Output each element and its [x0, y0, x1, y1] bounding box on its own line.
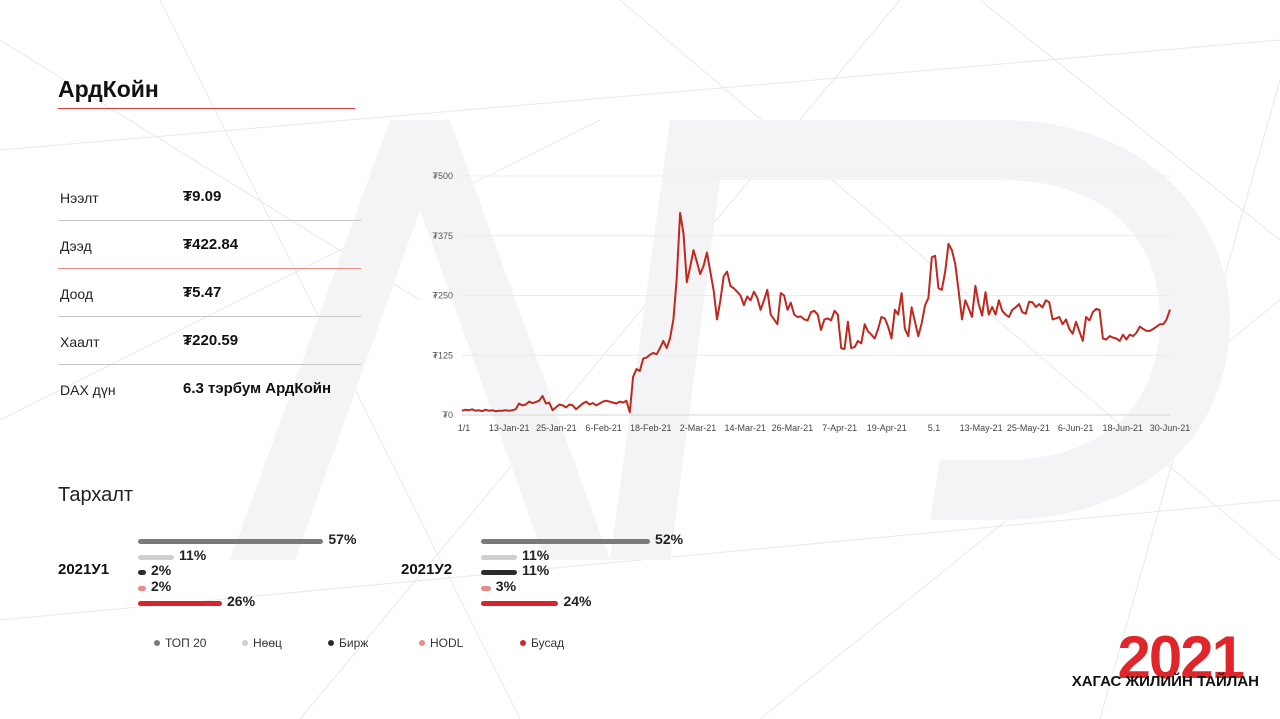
distribution-bar: [138, 570, 146, 575]
distribution-bar: [138, 539, 324, 544]
distribution-value: 2%: [151, 577, 172, 594]
stat-label: Доод: [60, 286, 94, 302]
x-tick-label: 13-Jan-21: [489, 423, 530, 433]
distribution-value: 24%: [563, 593, 592, 609]
legend-item-hodl: HODL: [419, 636, 463, 650]
distribution-bar: [481, 585, 491, 591]
distribution-value: 3%: [495, 577, 517, 594]
stat-label: Хаалт: [60, 334, 100, 350]
distribution-value: 11%: [521, 562, 550, 578]
distribution-legend: ТОП 20 Нөөц Бирж HODL Бусад: [150, 636, 600, 652]
stat-label: Дээд: [60, 238, 92, 254]
stat-label: DAX дүн: [60, 382, 116, 398]
stat-value: ₮220.59: [183, 332, 239, 349]
distribution-value: 11%: [521, 546, 550, 563]
distribution-title: Тархалт: [58, 484, 134, 506]
distribution-value: 26%: [227, 593, 256, 609]
x-tick-label: 25-Jan-21: [536, 423, 577, 433]
legend-dot: [242, 639, 248, 646]
stat-row-low: Доод ₮5.47: [58, 269, 361, 317]
legend-item-exchange: Бирж: [328, 636, 368, 650]
stat-row-high: Дээд ₮422.84: [58, 221, 361, 269]
title-underline: [58, 108, 355, 109]
period-label: 2021У1: [58, 561, 110, 578]
y-tick-label: ₮375: [432, 231, 453, 241]
stat-label: Нээлт: [60, 190, 99, 206]
x-tick-label: 18-Jun-21: [1103, 423, 1144, 433]
price-line-chart: ₮0 ₮125 ₮250 ₮375 ₮500 1/1 13-Jan-21 25-Jan-21…: [432, 171, 1191, 433]
legend-dot: [154, 639, 160, 646]
distribution-bar: [481, 570, 517, 575]
stat-row-close: Хаалт ₮220.59: [58, 317, 361, 365]
legend-label: ТОП 20: [165, 636, 207, 650]
stat-value: 6.3 тэрбум АрдКойн: [183, 380, 332, 397]
period-label: 2021У2: [401, 561, 453, 578]
legend-label: HODL: [430, 636, 464, 650]
stat-row-dax-volume: DAX дүн 6.3 тэрбум АрдКойн: [58, 365, 361, 412]
stat-row-open: Нээлт ₮9.09: [58, 173, 361, 221]
distribution-value: 52%: [655, 531, 684, 547]
stat-value: ₮5.47: [183, 284, 222, 301]
report-brand: 2021 ХАГАС ЖИЛИЙН ТАЙЛАН: [1058, 628, 1263, 700]
x-axis-ticks: 1/1 13-Jan-21 25-Jan-21 6-Feb-21 18-Feb-21 2-…: [458, 423, 1191, 433]
brand-subtitle: ХАГАС ЖИЛИЙН ТАЙЛАН: [1071, 673, 1259, 690]
x-tick-label: 7-Apr-21: [822, 423, 857, 433]
series-line-price: [461, 211, 1171, 414]
distribution-value: 57%: [328, 531, 357, 547]
page-title: АрдКойн: [58, 76, 159, 102]
legend-item-reserve: Нөөц: [242, 636, 282, 650]
distribution-bar: [138, 601, 223, 606]
legend-label: Бусад: [531, 636, 565, 650]
brand-year: 2021: [1117, 624, 1245, 691]
distribution-bar: [138, 554, 174, 560]
distribution-bar: [481, 554, 517, 560]
stats-table: Нээлт ₮9.09 Дээд ₮422.84 Доод ₮5.47 Хаал…: [58, 173, 361, 412]
x-tick-label: 5.1: [928, 423, 941, 433]
stat-value: ₮9.09: [183, 188, 222, 205]
distribution-value: 11%: [178, 546, 207, 563]
distribution-value: 2%: [151, 562, 172, 578]
legend-item-top20: ТОП 20: [154, 636, 206, 650]
distribution-bar: [481, 539, 651, 544]
legend-label: Бирж: [339, 636, 369, 650]
y-tick-label: ₮0: [442, 410, 453, 420]
x-tick-label: 30-Jun-21: [1150, 423, 1191, 433]
legend-dot: [328, 639, 334, 646]
legend-dot: [520, 639, 526, 646]
y-tick-label: ₮125: [432, 350, 453, 360]
y-axis-ticks: ₮0 ₮125 ₮250 ₮375 ₮500: [432, 171, 453, 420]
stat-value: ₮422.84: [183, 236, 239, 253]
x-tick-label: 18-Feb-21: [630, 423, 672, 433]
x-tick-label: 19-Apr-21: [867, 423, 907, 433]
legend-item-other: Бусад: [520, 636, 564, 650]
x-tick-label: 1/1: [458, 423, 471, 433]
x-tick-label: 2-Mar-21: [680, 423, 717, 433]
distribution-bar: [138, 585, 146, 591]
chart-gridlines: [462, 175, 1170, 416]
x-tick-label: 6-Jun-21: [1058, 423, 1094, 433]
legend-dot: [419, 639, 425, 646]
y-tick-label: ₮250: [432, 291, 453, 301]
legend-label: Нөөц: [253, 636, 282, 650]
distribution-bar: [481, 601, 559, 606]
x-tick-label: 25-May-21: [1007, 423, 1050, 433]
y-tick-label: ₮500: [432, 171, 453, 181]
x-tick-label: 14-Mar-21: [724, 423, 766, 433]
x-tick-label: 6-Feb-21: [585, 423, 622, 433]
x-tick-label: 26-Mar-21: [772, 423, 814, 433]
x-tick-label: 13-May-21: [960, 423, 1003, 433]
